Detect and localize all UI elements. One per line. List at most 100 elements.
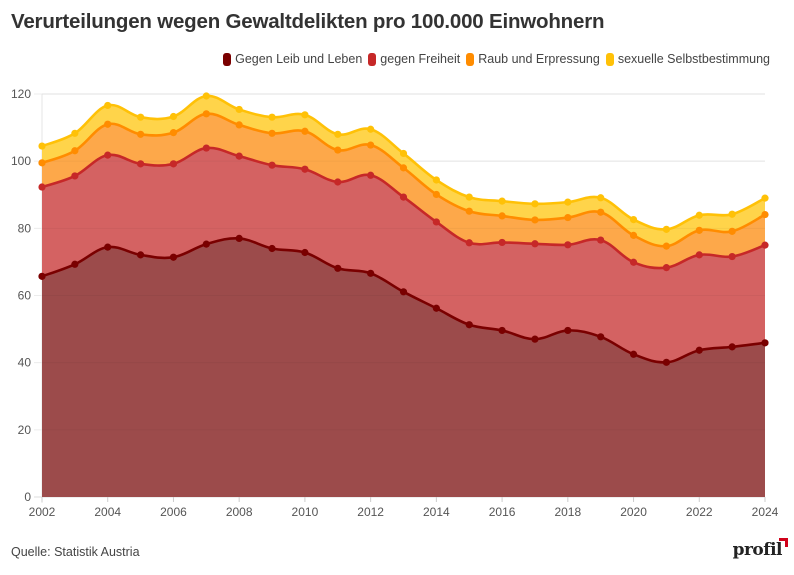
legend-swatch-raub-erpressung [466,52,475,66]
data-point [465,321,473,329]
data-point [728,227,736,235]
data-point [104,243,112,251]
data-point [268,244,276,253]
data-point [334,146,342,154]
data-point [629,231,638,239]
data-point [268,129,276,137]
data-point [235,105,243,114]
legend-swatch-sexuelle-selbstbestimmung [605,52,614,66]
data-point [498,197,506,205]
y-tick-label: 100 [11,154,31,168]
data-point [367,269,375,277]
data-point [531,240,539,248]
data-point [695,251,703,259]
data-point [367,171,375,179]
data-point [301,248,309,257]
data-point [136,160,145,168]
area-layers [42,93,765,497]
data-point [531,335,539,343]
data-point [695,226,703,234]
legend-swatch-leib-und-leben [223,52,232,66]
data-point [169,253,178,261]
legend-item-raub-erpressung[interactable]: Raub und Erpressung [466,52,600,66]
data-point [597,194,605,202]
data-point [399,149,408,158]
legend-label: Gegen Leib und Leben [235,52,363,66]
data-point [695,346,703,354]
legend-item-leib-und-leben[interactable]: Gegen Leib und Leben [223,52,362,66]
data-point [728,343,736,351]
data-point [629,350,638,358]
y-tick-label: 20 [18,423,32,437]
y-tick-label: 60 [18,289,32,303]
data-point [268,113,276,121]
data-point [695,211,703,219]
x-tick-label: 2004 [94,505,121,519]
data-point [629,258,638,266]
data-point [38,183,46,191]
data-point [564,326,572,335]
data-point [104,101,112,110]
data-point [465,207,473,215]
x-tick-label: 2008 [226,505,253,519]
data-point [465,193,473,201]
data-point [399,164,408,172]
data-point [71,172,79,180]
x-tick-label: 2010 [292,505,319,519]
data-point [432,304,440,312]
data-point [728,210,736,218]
legend-label: gegen Freiheit [380,52,461,66]
x-tick-label: 2022 [686,505,713,519]
data-point [761,194,769,202]
data-point [367,125,375,133]
data-point [136,113,145,121]
data-point [268,161,276,169]
data-point [531,200,539,208]
data-point [761,241,769,249]
x-tick-label: 2016 [489,505,516,519]
data-point [564,198,572,206]
data-point [399,288,408,296]
data-point [71,260,79,268]
logo-text: profil [732,540,783,560]
data-point [597,208,605,216]
data-point [629,216,638,224]
x-tick-label: 2006 [160,505,187,519]
profil-logo[interactable]: profil [732,538,788,560]
data-point [71,129,79,137]
data-point [564,241,572,249]
data-point [136,251,145,259]
data-point [38,272,46,280]
data-point [465,239,473,247]
legend-item-freiheit[interactable]: gegen Freiheit [368,52,460,66]
x-tick-label: 2020 [620,505,647,519]
data-point [169,129,178,137]
data-point [367,141,375,149]
data-point [662,242,671,250]
data-point [301,127,309,135]
legend-label: sexuelle Selbstbestimmung [617,52,770,66]
data-points [38,92,769,366]
data-point [597,236,605,244]
data-point [202,110,210,118]
data-point [104,120,112,128]
y-tick-label: 40 [18,356,32,370]
data-point [597,333,605,341]
data-point [761,339,769,347]
data-point [301,111,309,119]
data-point [432,218,440,226]
x-tick-label: 2002 [29,505,56,519]
data-point [498,238,506,247]
chart-legend: Gegen Leib und Leben gegen Freiheit Raub… [223,52,770,66]
legend-item-sexuelle-selbstbestimmung[interactable]: sexuelle Selbstbestimmung [605,52,770,66]
data-point [38,142,46,150]
x-tick-label: 2012 [357,505,384,519]
data-point [498,326,506,335]
data-point [662,358,671,366]
data-point [235,234,243,243]
data-point [169,160,178,168]
data-point [71,147,79,155]
data-point [136,130,145,138]
y-tick-label: 80 [18,221,32,235]
